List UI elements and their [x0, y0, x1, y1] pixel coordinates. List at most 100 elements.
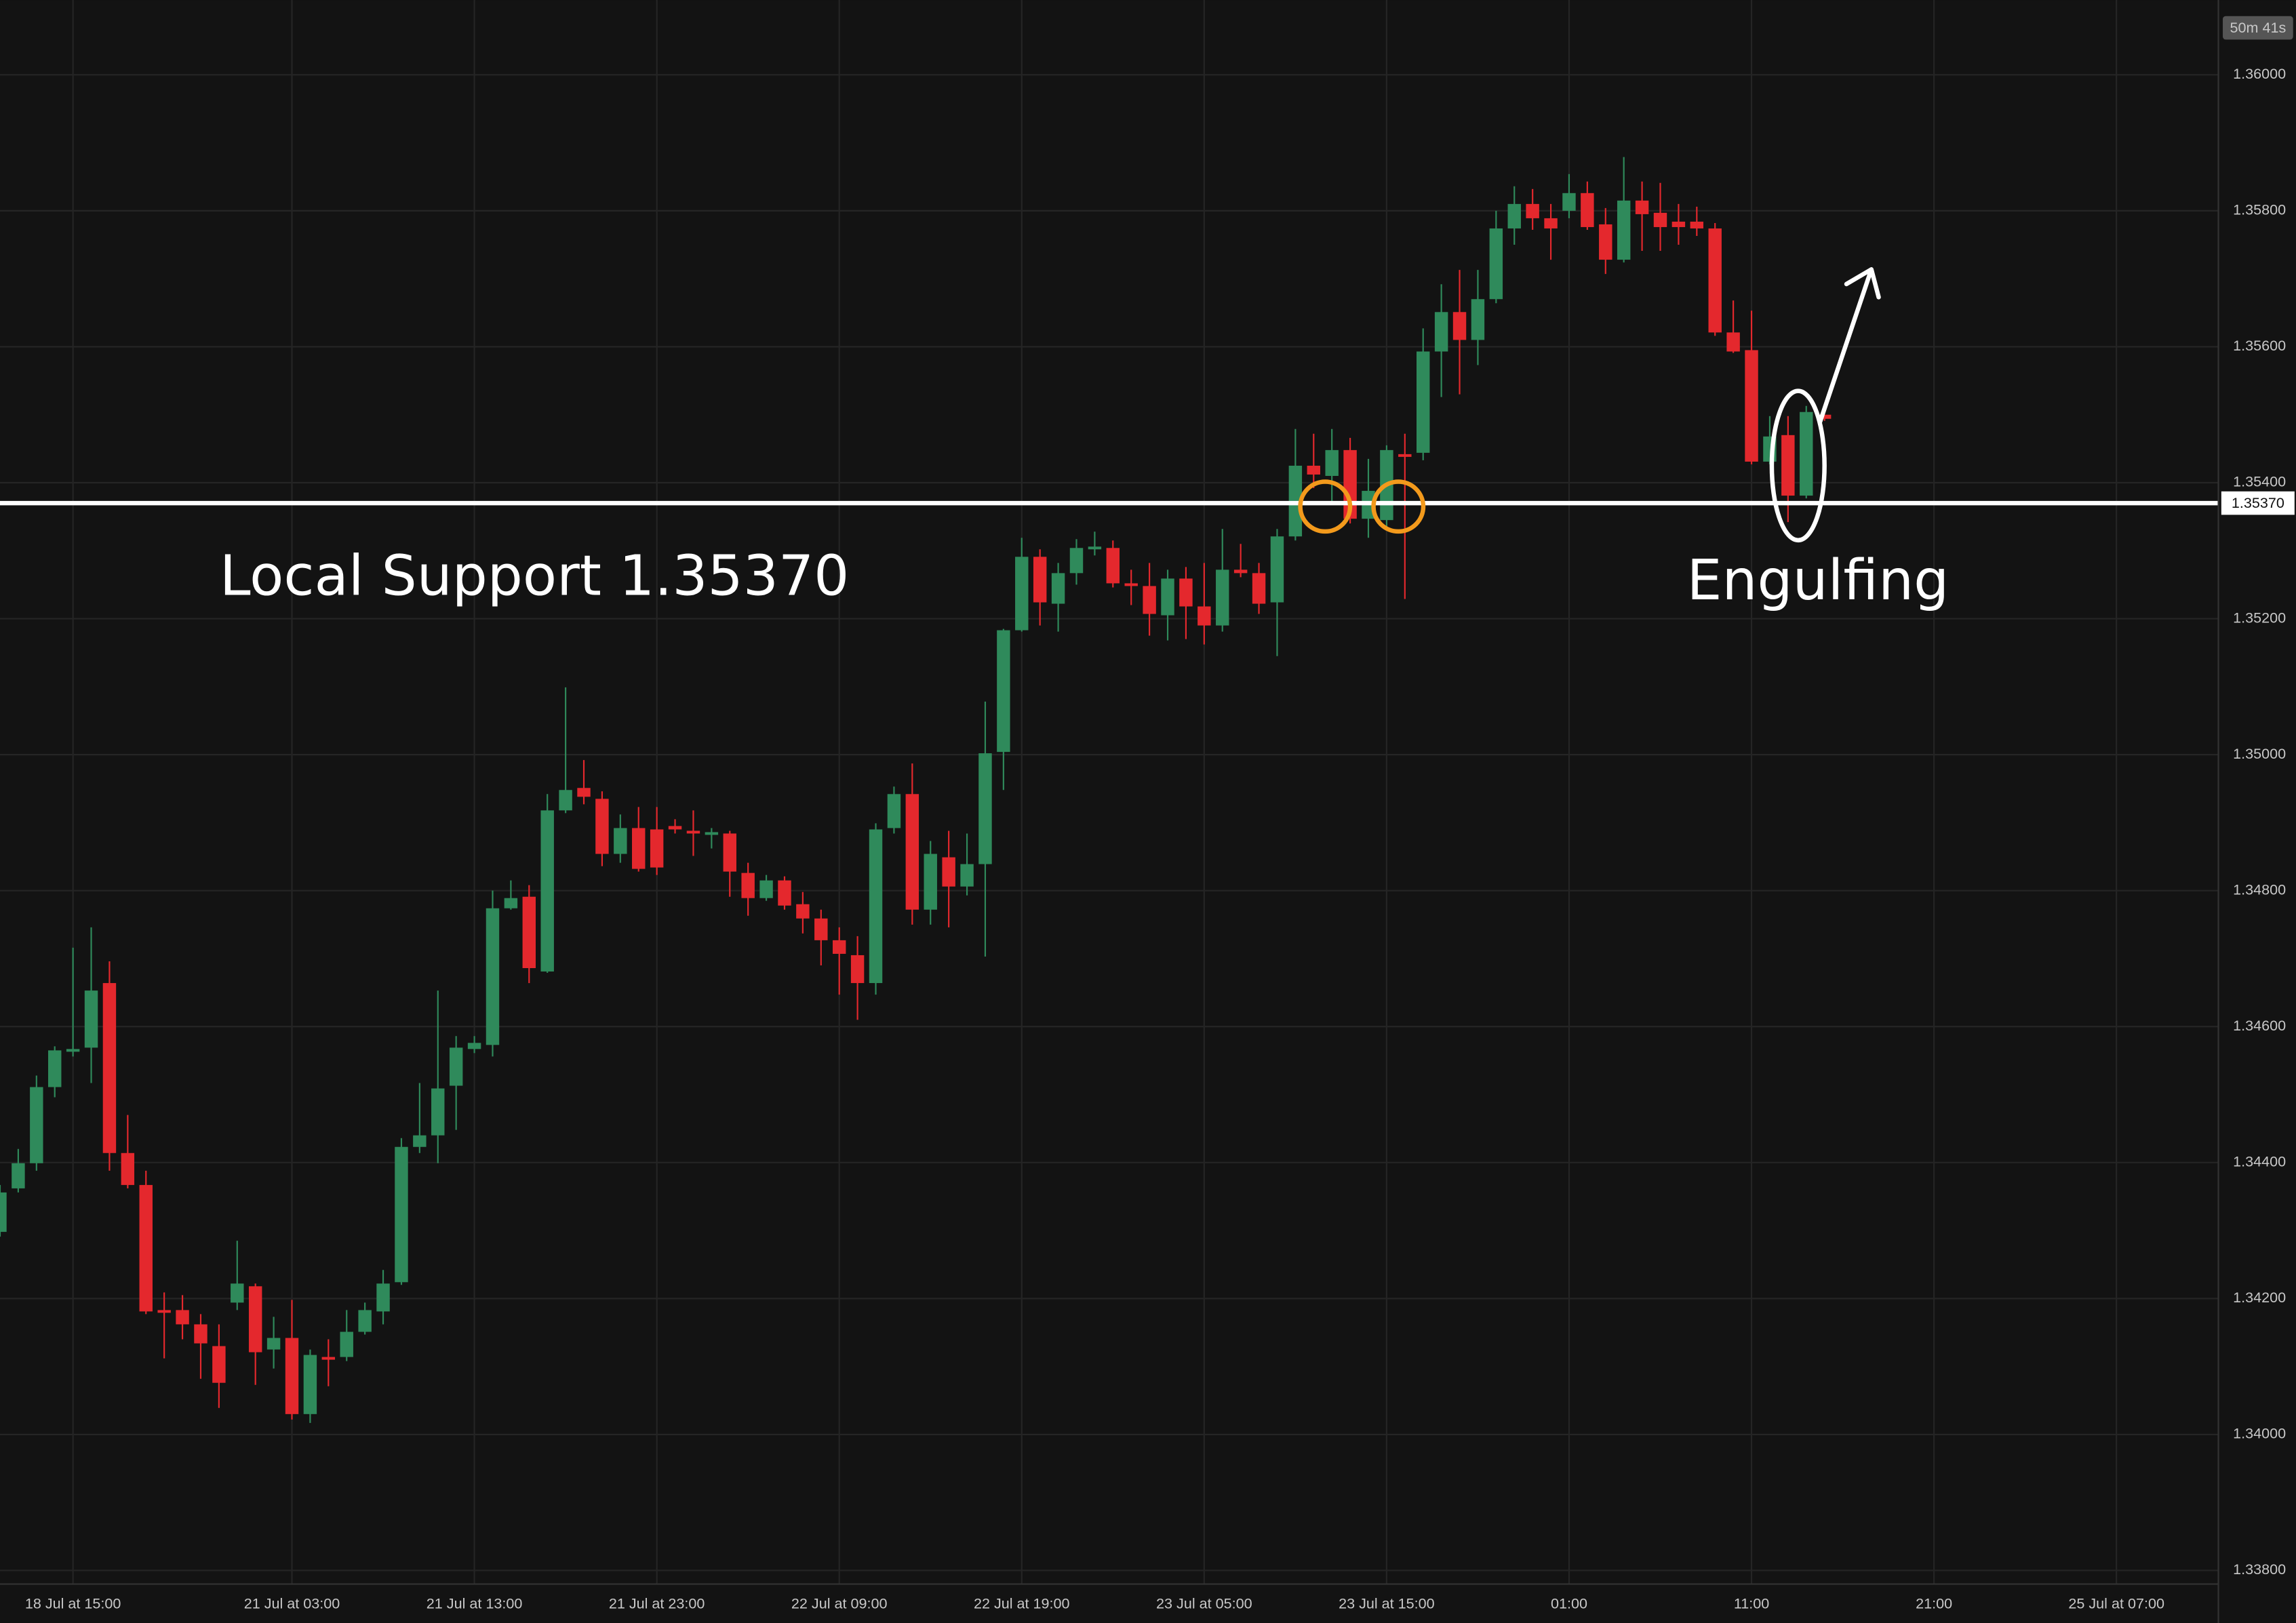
- candle-body: [504, 898, 518, 908]
- x-tick-label: 21 Jul at 13:00: [427, 1595, 523, 1611]
- candle-body: [1817, 414, 1832, 419]
- candle-body: [1562, 193, 1576, 211]
- candle-body: [121, 1153, 135, 1185]
- candle-body: [376, 1283, 390, 1312]
- candle-body: [577, 788, 591, 797]
- candle-body: [924, 854, 937, 910]
- countdown: 50m 41s: [2230, 19, 2286, 36]
- candle-body: [1452, 312, 1467, 340]
- y-tick-label: 1.34200: [2233, 1289, 2286, 1306]
- candle-body: [942, 857, 955, 887]
- candle-body: [540, 810, 554, 972]
- candle-body: [1617, 200, 1631, 260]
- annotation: Engulfing: [1687, 548, 1949, 613]
- overlay: [0, 267, 2219, 543]
- candle-body: [978, 753, 992, 864]
- candle-body: [358, 1310, 372, 1332]
- candle-body: [832, 940, 846, 954]
- highlight-circle: [1298, 479, 1353, 534]
- candle-body: [650, 829, 664, 868]
- candle-body: [1124, 583, 1138, 586]
- candle-body: [1635, 200, 1649, 214]
- candle-body: [1198, 606, 1211, 626]
- candle-body: [467, 1043, 481, 1049]
- candle-body: [340, 1331, 353, 1357]
- candle-body: [814, 918, 828, 940]
- candle-body: [1726, 332, 1740, 352]
- candle-body: [1233, 569, 1248, 574]
- y-tick-label: 1.34400: [2233, 1153, 2286, 1170]
- candle-body: [48, 1050, 62, 1087]
- candle-body: [887, 794, 901, 828]
- x-tick-label: 21 Jul at 23:00: [609, 1595, 705, 1611]
- candle-body: [30, 1087, 43, 1163]
- candle-body: [395, 1146, 408, 1283]
- candle-body: [1143, 586, 1156, 614]
- candle-body: [1051, 573, 1065, 604]
- candle-body: [266, 1338, 281, 1350]
- y-tick-label: 1.35600: [2233, 337, 2286, 354]
- candle-body: [1161, 578, 1174, 616]
- y-tick-label: 1.34800: [2233, 881, 2286, 898]
- candle-body: [1544, 218, 1558, 228]
- x-tick-label: 25 Jul at 07:00: [2068, 1595, 2164, 1611]
- candle-body: [632, 828, 646, 869]
- candle-body: [102, 983, 117, 1153]
- x-tick-label: 21 Jul at 03:00: [244, 1595, 340, 1611]
- candle-body: [668, 826, 682, 830]
- y-tick-label: 1.35200: [2233, 609, 2286, 626]
- candle-body: [522, 896, 536, 969]
- candle-body: [84, 990, 98, 1048]
- x-tick-label: 23 Jul at 15:00: [1339, 1595, 1435, 1611]
- candle-body: [869, 829, 883, 984]
- candle-body: [413, 1135, 427, 1147]
- candle-body: [212, 1346, 226, 1383]
- x-tick-label: 11:00: [1734, 1595, 1769, 1611]
- y-tick-label: 1.35800: [2233, 201, 2286, 218]
- x-tick-label: 01:00: [1551, 1595, 1587, 1611]
- x-tick-label: 21:00: [1916, 1595, 1952, 1611]
- candle-body: [1800, 412, 1813, 496]
- candle-body: [1416, 351, 1430, 453]
- candle-body: [905, 794, 919, 910]
- candle-body: [157, 1310, 171, 1313]
- x-tick-label: 22 Jul at 19:00: [974, 1595, 1070, 1611]
- candle-body: [559, 790, 572, 811]
- x-tick-label: 18 Jul at 15:00: [25, 1595, 121, 1611]
- candle-body: [1690, 221, 1704, 228]
- support-label: 1.35370: [2232, 494, 2284, 511]
- y-tick-label: 1.34600: [2233, 1017, 2286, 1034]
- candle-body: [1781, 435, 1795, 496]
- candle-body: [850, 955, 865, 984]
- candle-body: [1216, 569, 1229, 626]
- candle-body: [176, 1310, 189, 1325]
- support-badge: [2221, 491, 2295, 515]
- candle-body: [431, 1088, 445, 1136]
- candle-body: [960, 864, 974, 887]
- candle-body: [1325, 449, 1339, 476]
- candle-body: [997, 630, 1010, 753]
- candle-body: [1179, 578, 1193, 607]
- y-tick-label: 1.35000: [2233, 745, 2286, 762]
- candle-body: [595, 799, 609, 854]
- candle-body: [1106, 548, 1120, 584]
- candle-body: [1434, 312, 1448, 352]
- candle-body: [1581, 193, 1594, 227]
- candle-body: [1708, 228, 1722, 333]
- candle-body: [66, 1049, 80, 1052]
- candle-body: [1088, 546, 1102, 550]
- labels: 1.33800 1.34000 1.34200 1.34400 1.34600 1.348…: [25, 65, 2295, 1611]
- candle-body: [1507, 203, 1521, 228]
- candle-body: [139, 1184, 153, 1312]
- candle-body: [248, 1286, 262, 1352]
- y-tick-label: 1.36000: [2233, 65, 2286, 82]
- candle-body: [1015, 557, 1029, 630]
- y-tick-label: 1.35400: [2233, 473, 2286, 490]
- y-tick-label: 1.34000: [2233, 1425, 2286, 1442]
- candle-body: [1270, 536, 1284, 603]
- candle-body: [778, 880, 791, 906]
- candle-body: [1671, 221, 1686, 227]
- candle-body: [705, 832, 719, 835]
- candle-body: [12, 1163, 25, 1188]
- candle-body: [796, 904, 810, 919]
